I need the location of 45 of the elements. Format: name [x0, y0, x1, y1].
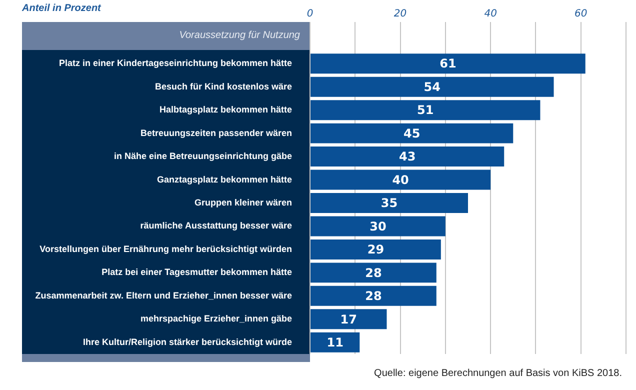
- data-label: 11: [326, 336, 344, 350]
- data-label: 29: [367, 242, 384, 257]
- y-tick-label: Platz in einer Kindertageseinrichtung bekommen hätte: [58, 58, 292, 68]
- x-tick-label: 40: [484, 8, 497, 20]
- data-label: 43: [398, 150, 416, 164]
- x-axis-title: Anteil in Prozent: [22, 3, 101, 14]
- data-label: 54: [424, 80, 440, 94]
- y-tick-label: Zusammenarbeit zw. Eltern und Erzieher_innen besser wäre: [35, 290, 292, 300]
- bar: [310, 262, 436, 283]
- bar: [310, 146, 504, 167]
- bar: [310, 216, 446, 236]
- y-tick-label: mehrspachige Erzieher_innen gäbe: [140, 314, 292, 324]
- y-tick-label: Gruppen kleiner wären: [194, 197, 292, 208]
- bar: [310, 54, 586, 74]
- data-label: 40: [392, 172, 409, 187]
- bar: [310, 100, 540, 120]
- x-tick-label: 0: [306, 8, 314, 20]
- x-tick-label: 20: [394, 8, 407, 20]
- bar: [310, 239, 441, 260]
- y-tick-label: Ganztagsplatz bekommen hätte: [156, 174, 292, 184]
- y-tick-label: Vorstellungen über Ernährung mehr berücksichtigt würden: [40, 244, 292, 254]
- data-label: 45: [403, 126, 420, 140]
- bar: [310, 170, 491, 190]
- y-tick-label: Platz bei einer Tagesmutter bekommen hätte: [102, 267, 292, 278]
- x-tick-label: 60: [574, 8, 588, 20]
- source-note: Quelle: eigene Berechnungen auf Basis von KiBS 2018.: [374, 368, 622, 379]
- bar: [310, 332, 360, 352]
- data-label: 28: [365, 266, 382, 280]
- y-tick-label: räumliche Ausstattung besser wäre: [140, 220, 292, 231]
- data-label: 30: [370, 219, 386, 234]
- y-tick-label: Besuch für Kind kostenlos wäre: [154, 81, 292, 92]
- bar: [310, 286, 436, 306]
- data-label: 35: [380, 196, 398, 210]
- y-tick-label: Ihre Kultur/Religion stärker berücksichtigt würde: [82, 336, 292, 347]
- y-tick-label: Halbtagsplatz bekommen hätte: [159, 104, 292, 115]
- bar: [310, 193, 468, 213]
- y-tick-label: in Nähe eine Betreuungseinrichtung gäbe: [114, 151, 292, 162]
- data-label: 28: [365, 289, 382, 304]
- data-label: 17: [340, 312, 357, 326]
- bar: [310, 309, 387, 330]
- data-label: 61: [440, 56, 456, 71]
- bar: [310, 76, 554, 97]
- bar: [310, 123, 514, 144]
- data-label: 51: [417, 103, 434, 118]
- y-tick-label: Betreuungszeiten passender wären: [140, 128, 292, 138]
